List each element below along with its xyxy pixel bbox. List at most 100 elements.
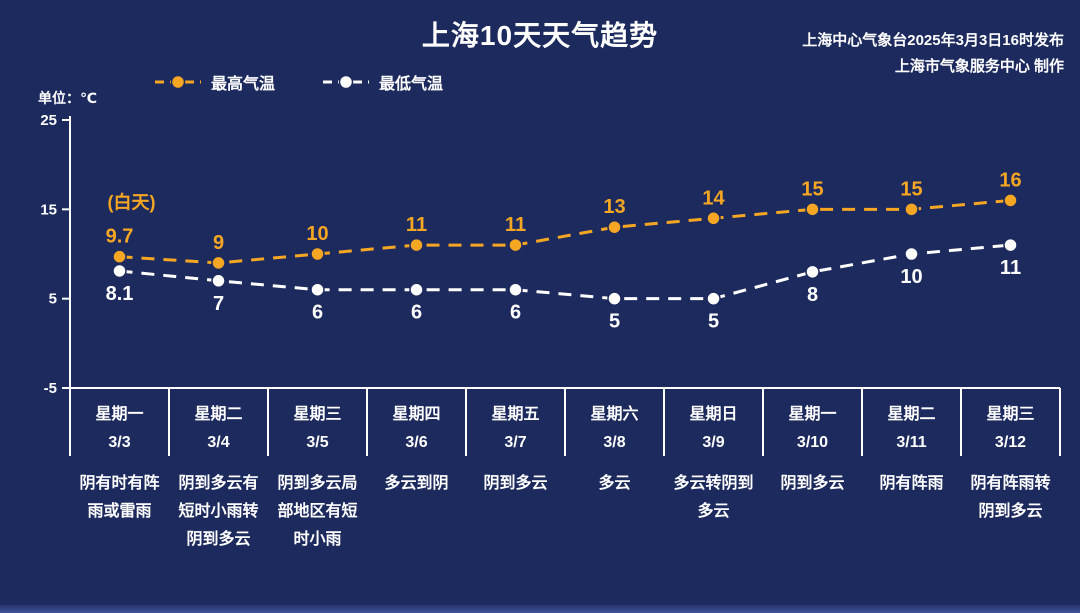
low-temp-point — [805, 264, 820, 280]
day-date: 3/12 — [994, 434, 1027, 451]
day-name: 星期二 — [194, 406, 243, 423]
high-temp-value-label: 10 — [306, 223, 328, 245]
day-date: 3/7 — [504, 434, 527, 451]
low-temp-value-label: 6 — [411, 302, 422, 324]
day-name: 星期一 — [788, 406, 837, 423]
day-name: 星期三 — [293, 406, 342, 423]
legend-label-low: 最低气温 — [379, 76, 444, 93]
day-name: 星期三 — [986, 406, 1035, 423]
low-temp-value-label: 11 — [1000, 257, 1021, 279]
low-temp-legend-marker-icon — [323, 74, 370, 90]
low-temp-value-label: 8 — [807, 284, 818, 306]
high-temp-point — [409, 237, 424, 253]
y-tick-label: 25 — [40, 112, 57, 129]
low-temp-value-label: 10 — [900, 266, 922, 288]
legend-item-low: 最低气温 — [323, 70, 443, 94]
low-temp-point — [409, 282, 424, 297]
high-temp-point — [508, 237, 523, 253]
high-temp-value-label: 9.7 — [106, 226, 134, 248]
day-name: 星期二 — [887, 406, 936, 423]
day-weather-text: 多云到阴 — [384, 475, 449, 492]
y-tick-label: -5 — [44, 380, 57, 397]
day-name: 星期日 — [689, 406, 738, 423]
low-temp-point — [112, 263, 127, 279]
high-temp-line — [119, 198, 1011, 265]
day-columns: 星期一 3/3 阴有时有阵雨或雷雨 星期二 3/4 阴到多云有短时小雨转阴到多云… — [70, 392, 1060, 554]
day-column: 星期一 3/3 阴有时有阵雨或雷雨 — [70, 392, 169, 554]
low-temp-point — [904, 246, 919, 262]
high-temp-value-label: 14 — [702, 187, 725, 209]
day-weather-text: 阴到多云 — [483, 475, 548, 492]
unit-label: 单位：℃ — [38, 90, 97, 106]
high-temp-point — [706, 211, 721, 226]
day-name: 星期五 — [491, 406, 540, 423]
day-date: 3/3 — [108, 434, 131, 451]
day-date: 3/4 — [207, 434, 230, 451]
low-temp-point — [607, 291, 622, 306]
day-column: 星期四 3/6 多云到阴 — [367, 392, 466, 554]
low-temp-point — [211, 273, 226, 289]
day-column: 星期一 3/10 阴到多云 — [763, 392, 862, 554]
day-column: 星期二 3/11 阴有阵雨 — [862, 392, 961, 554]
day-column: 星期五 3/7 阴到多云 — [466, 392, 565, 554]
low-temp-value-label: 5 — [609, 311, 620, 333]
day-weather-text: 阴到多云 — [780, 475, 845, 492]
day-weather-text: 阴有阵雨 — [879, 475, 944, 492]
day-column: 星期日 3/9 多云转阴到多云 — [664, 392, 763, 554]
low-temp-point — [706, 291, 721, 306]
day-weather-text: 阴有时有阵雨或雷雨 — [79, 475, 160, 520]
high-temp-value-label: 13 — [603, 196, 625, 218]
high-temp-point — [310, 246, 325, 262]
high-temp-value-label: 15 — [801, 178, 823, 200]
low-temp-point — [1003, 237, 1018, 253]
high-temp-value-label: 15 — [900, 178, 922, 200]
day-name: 星期六 — [590, 406, 639, 423]
day-name: 星期一 — [95, 406, 144, 423]
high-temp-value-label: 11 — [406, 214, 427, 236]
high-temp-value-label: 11 — [505, 214, 526, 236]
day-date: 3/6 — [405, 434, 428, 451]
low-temp-value-label: 6 — [312, 302, 323, 324]
day-weather-text: 阴到多云局部地区有短时小雨 — [277, 475, 358, 548]
high-temp-point — [112, 249, 127, 264]
day-date: 3/10 — [796, 434, 829, 451]
low-temp-value-label: 8.1 — [106, 283, 134, 305]
day-weather-text: 阴到多云有短时小雨转阴到多云 — [178, 475, 259, 548]
day-name: 星期四 — [392, 406, 441, 423]
day-date: 3/11 — [896, 434, 927, 451]
high-temp-value-label: 16 — [999, 169, 1021, 191]
legend-label-high: 最高气温 — [211, 76, 276, 93]
low-temp-value-label: 6 — [510, 302, 521, 324]
day-date: 3/9 — [702, 434, 725, 451]
source-info: 上海中心气象台2025年3月3日16时发布 上海市气象服务中心 制作 — [802, 28, 1064, 80]
day-weather-text: 多云转阴到多云 — [673, 475, 754, 520]
page-title: 上海10天天气趋势 — [421, 20, 659, 51]
high-temp-value-label: 9 — [213, 232, 224, 254]
high-temp-point — [1003, 193, 1018, 208]
y-tick-label: 5 — [49, 291, 57, 308]
low-temp-point — [310, 282, 325, 297]
day-column: 星期二 3/4 阴到多云有短时小雨转阴到多云 — [169, 392, 268, 554]
day-column: 星期三 3/5 阴到多云局部地区有短时小雨 — [268, 392, 367, 554]
low-temp-line — [119, 243, 1011, 301]
day-column: 星期六 3/8 多云 — [565, 392, 664, 554]
day-column: 星期三 3/12 阴有阵雨转阴到多云 — [961, 392, 1060, 554]
source-line-1: 上海中心气象台2025年3月3日16时发布 — [802, 32, 1064, 49]
legend-item-high: 最高气温 — [155, 70, 275, 94]
bottom-decorative-strip — [0, 605, 1080, 613]
chart-legend: 最高气温 最低气温 — [155, 70, 443, 94]
high-temp-point — [805, 202, 820, 217]
day-weather-text: 多云 — [598, 475, 631, 492]
high-temp-point — [211, 255, 226, 271]
day-date: 3/8 — [603, 434, 626, 451]
day-weather-text: 阴有阵雨转阴到多云 — [970, 475, 1051, 520]
low-temp-point — [508, 282, 523, 297]
low-temp-value-label: 7 — [213, 293, 224, 315]
high-temp-legend-marker-icon — [155, 74, 201, 90]
y-tick-label: 15 — [40, 201, 57, 218]
day-date: 3/5 — [306, 434, 329, 451]
high-temp-point — [904, 202, 919, 217]
low-temp-value-label: 5 — [708, 311, 719, 333]
